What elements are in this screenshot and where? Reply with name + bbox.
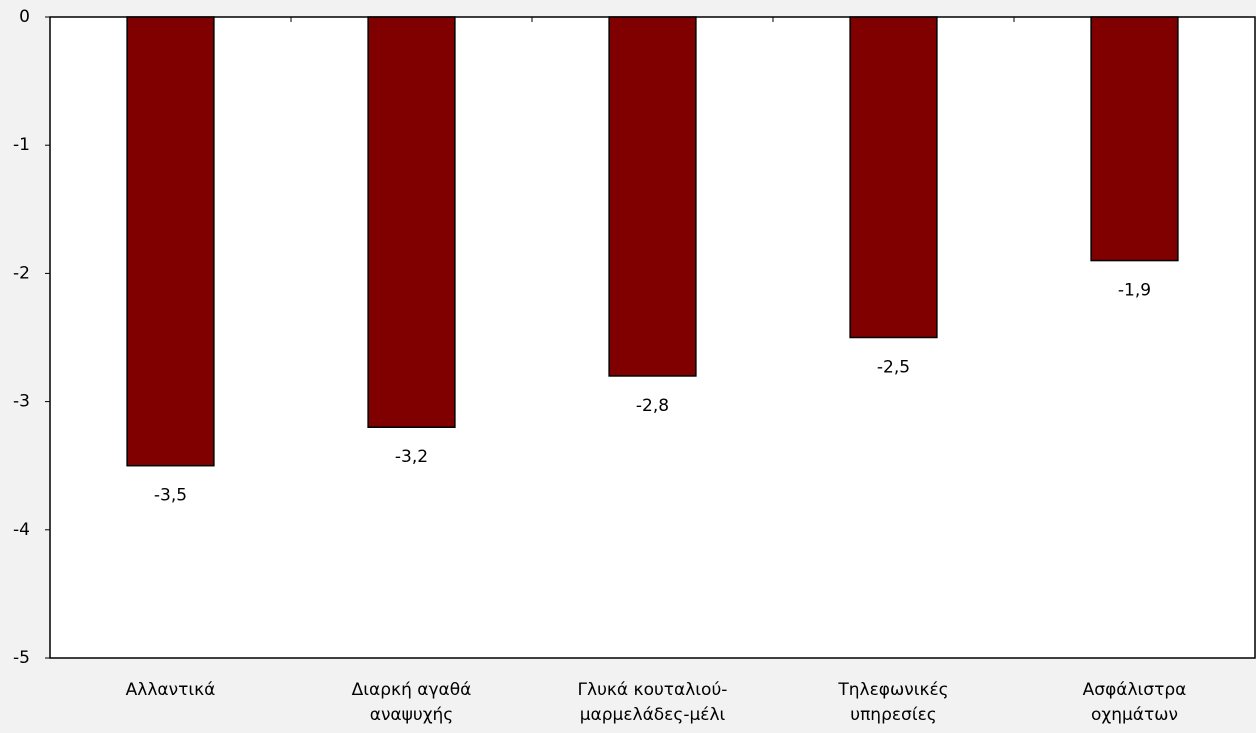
x-tick-label: υπηρεσίες — [850, 705, 937, 725]
y-tick-label: -1 — [13, 135, 30, 155]
bar — [126, 16, 215, 467]
x-tick-label: Γλυκά κουταλιού- — [578, 680, 728, 700]
data-label: -2,8 — [636, 396, 669, 416]
x-tick-label: μαρμελάδες-μέλι — [580, 705, 726, 725]
x-tick-label: αναψυχής — [370, 705, 454, 725]
data-label: -1,9 — [1118, 281, 1151, 301]
y-tick-label: -5 — [13, 648, 30, 668]
x-tick-label: Τηλεφωνικές — [837, 680, 948, 700]
bar — [608, 16, 697, 377]
data-label: -3,2 — [395, 447, 428, 467]
bar — [1090, 16, 1179, 262]
x-tick-label: Ασφάλιστρα — [1083, 680, 1187, 700]
y-tick-label: -2 — [13, 263, 30, 283]
bar — [367, 16, 456, 428]
y-tick-label: -3 — [13, 392, 30, 412]
x-tick-label: Αλλαντικά — [126, 680, 216, 700]
y-tick-label: -4 — [13, 520, 30, 540]
x-tick-label: οχημάτων — [1091, 705, 1178, 725]
bar — [849, 16, 938, 339]
data-label: -2,5 — [877, 358, 910, 378]
data-label: -3,5 — [154, 486, 187, 506]
y-tick-label: 0 — [19, 7, 30, 27]
x-tick-label: Διαρκή αγαθά — [352, 680, 472, 700]
